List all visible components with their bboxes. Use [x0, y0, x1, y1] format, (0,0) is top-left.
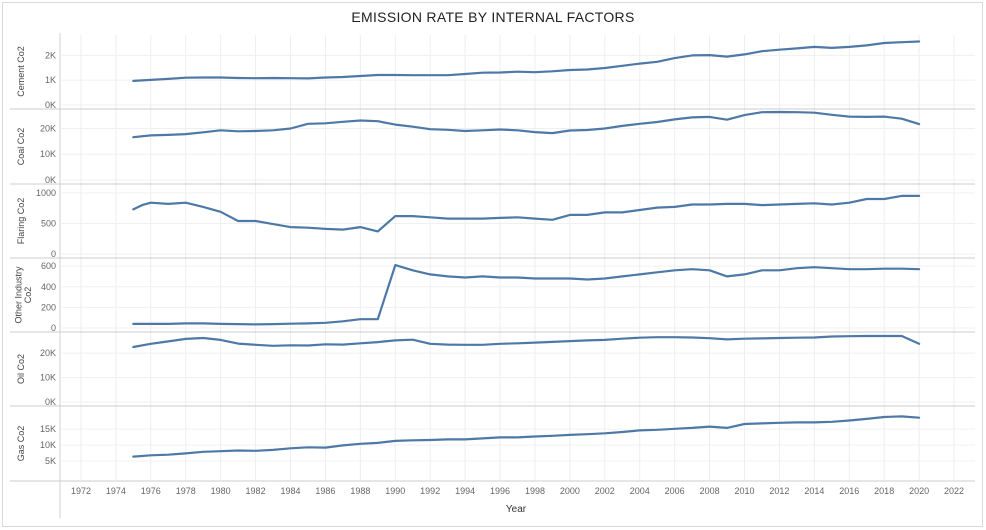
y-tick-label: 20K: [40, 123, 56, 133]
y-axis-label-line: Other Industry: [13, 266, 23, 324]
x-tick-label: 2008: [700, 486, 720, 496]
x-tick-label: 1996: [490, 486, 510, 496]
x-tick-label: 1974: [106, 486, 126, 496]
y-axis-label: Coal Co2: [16, 128, 26, 166]
x-tick-label: 2018: [874, 486, 894, 496]
y-tick-label: 15K: [40, 424, 56, 434]
x-tick-label: 2000: [560, 486, 580, 496]
y-tick-label: 600: [41, 261, 56, 271]
series-line: [132, 40, 921, 83]
series-line: [132, 194, 921, 233]
x-tick-label: 1972: [71, 486, 91, 496]
y-axis-label: Gas Co2: [16, 426, 26, 462]
x-tick-label: 1984: [280, 486, 300, 496]
y-tick-label: 10K: [40, 440, 56, 450]
x-tick-label: 1998: [525, 486, 545, 496]
x-tick-label: 2006: [665, 486, 685, 496]
x-tick-label: 1992: [420, 486, 440, 496]
y-tick-label: 10K: [40, 149, 56, 159]
x-tick-label: 1994: [455, 486, 475, 496]
series-line: [132, 110, 921, 139]
y-tick-label: 5K: [45, 456, 56, 466]
y-tick-label: 0K: [45, 397, 56, 407]
x-tick-label: 1990: [385, 486, 405, 496]
y-tick-label: 20K: [40, 348, 56, 358]
y-tick-label: 400: [41, 282, 56, 292]
y-axis-label: Cement Co2: [16, 46, 26, 97]
y-tick-label: 2K: [45, 50, 56, 60]
y-tick-label: 10K: [40, 373, 56, 383]
x-tick-label: 2022: [944, 486, 964, 496]
x-tick-label: 2020: [909, 486, 929, 496]
x-tick-label: 1980: [211, 486, 231, 496]
y-tick-label: 500: [41, 218, 56, 228]
y-tick-label: 200: [41, 302, 56, 312]
y-axis-label-line: Co2: [23, 287, 33, 304]
x-tick-label: 1988: [350, 486, 370, 496]
x-tick-label: 2016: [839, 486, 859, 496]
x-tick-label: 1986: [315, 486, 335, 496]
x-tick-label: 2012: [769, 486, 789, 496]
x-axis-label: Year: [506, 504, 527, 515]
series-line: [132, 415, 921, 458]
y-axis-label: Oil Co2: [16, 354, 26, 384]
series-line: [132, 334, 921, 349]
x-tick-label: 1978: [176, 486, 196, 496]
chart-title: EMISSION RATE BY INTERNAL FACTORS: [351, 9, 635, 25]
y-axis-label: Flaring Co2: [16, 198, 26, 245]
y-tick-label: 0: [51, 249, 56, 259]
x-tick-label: 2014: [804, 486, 824, 496]
x-tick-label: 1976: [141, 486, 161, 496]
x-tick-label: 2010: [734, 486, 754, 496]
y-tick-label: 1K: [45, 75, 56, 85]
x-tick-label: 2004: [630, 486, 650, 496]
series-line: [132, 264, 921, 326]
y-tick-label: 1000: [36, 188, 56, 198]
y-axis-label: Other IndustryCo2: [13, 266, 33, 324]
y-tick-label: 0K: [45, 100, 56, 110]
x-tick-label: 1982: [246, 486, 266, 496]
y-tick-label: 0K: [45, 175, 56, 185]
y-tick-label: 0: [51, 323, 56, 333]
x-tick-label: 2002: [595, 486, 615, 496]
